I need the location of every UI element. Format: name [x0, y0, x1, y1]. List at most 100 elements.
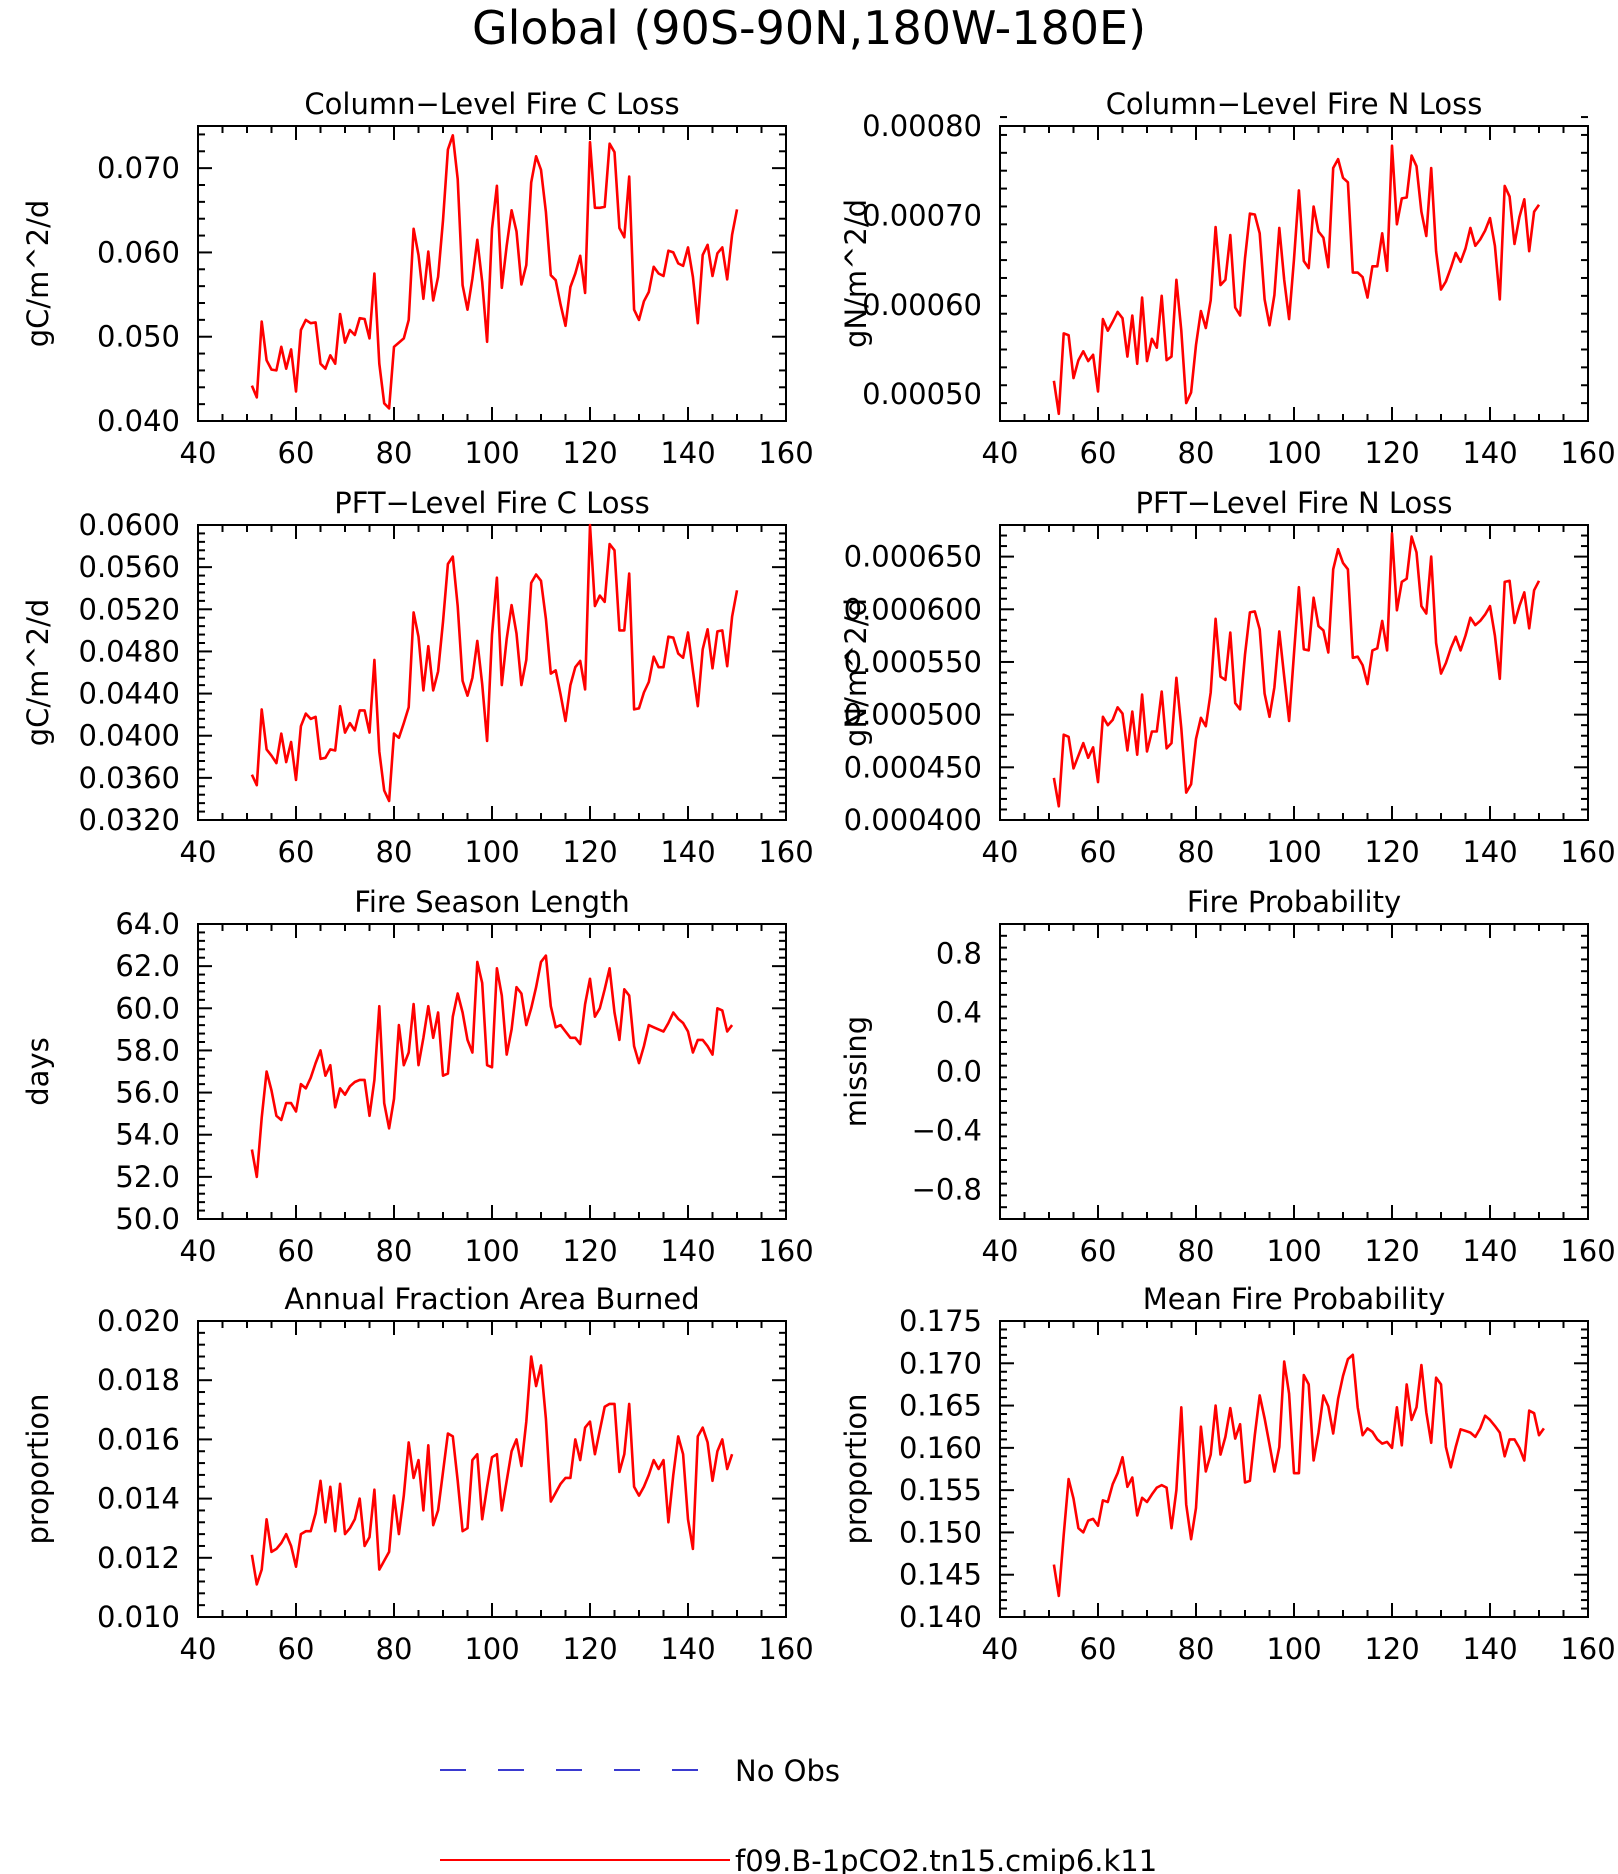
y-tick-label: 0.070	[97, 151, 180, 185]
x-tick-label: 60	[1080, 1234, 1117, 1268]
y-tick-label: −0.8	[912, 1173, 982, 1207]
x-tick-label: 140	[660, 1234, 715, 1268]
chart-panel: 40 60 80 100 120 140 160 0.010 0.012 0.014 0.016 0.…	[21, 1282, 814, 1666]
x-tick-label: 100	[464, 1632, 519, 1666]
y-tick-label: 0.020	[97, 1304, 180, 1338]
x-tick-label: 40	[982, 1234, 1019, 1268]
y-tick-label: 52.0	[115, 1160, 180, 1194]
x-tick-label: 160	[1560, 1234, 1615, 1268]
chart-panel: 40 60 80 100 120 140 160 0.00050 0.00060 0.00070 0…	[839, 87, 1616, 470]
x-tick-label: 80	[376, 835, 413, 869]
x-tick-label: 40	[180, 436, 217, 470]
x-tick-label: 140	[660, 436, 715, 470]
panels: 40 60 80 100 120 140 1600.0400.0500.0600.070Co…	[21, 87, 1616, 1666]
x-tick-label: 140	[660, 835, 715, 869]
x-tick-label: 100	[464, 436, 519, 470]
x-tick-label: 40	[982, 436, 1019, 470]
y-axis-label: proportion	[21, 1393, 55, 1544]
x-tick-label: 100	[1266, 1234, 1321, 1268]
y-tick-label: 0.140	[899, 1600, 982, 1634]
plot-frame	[197, 1320, 787, 1618]
chart-panel: 40 60 80 100 120 140 160 0.040 0.050 0.060 0.070 Co…	[21, 87, 814, 470]
x-tick-label: 140	[1462, 436, 1517, 470]
x-tick-label: 40	[180, 1234, 217, 1268]
chart-panel: 40 60 80 100 120 140 160 −0.8 −0.4 0.0 0.4 0.8 Fire …	[839, 885, 1616, 1268]
y-tick-label: 0.012	[97, 1541, 180, 1575]
x-tick-label: 160	[758, 436, 813, 470]
y-tick-label: 0.165	[899, 1389, 982, 1423]
panel-title: Mean Fire Probability	[1143, 1282, 1446, 1316]
x-tick-label: 140	[1462, 835, 1517, 869]
y-tick-label: 0.170	[899, 1346, 982, 1380]
plot-frame	[197, 524, 787, 821]
x-tick-label: 40	[180, 1632, 217, 1666]
y-tick-label: 0.4	[936, 996, 982, 1030]
plot-frame	[197, 125, 787, 422]
x-tick-label: 160	[758, 835, 813, 869]
x-tick-label: 120	[562, 1234, 617, 1268]
chart-panel: 40 60 80 100 120 140 160 0.140 0.145 0.150 0.155 0.…	[839, 1282, 1616, 1666]
y-tick-label: 0.014	[97, 1482, 180, 1516]
y-axis-label: gN/m^2/d	[839, 199, 873, 348]
y-tick-label: −0.4	[912, 1114, 982, 1148]
y-tick-label: 0.8	[936, 937, 982, 971]
x-tick-label: 120	[562, 835, 617, 869]
panel-title: Column−Level Fire C Loss	[304, 87, 679, 121]
series-line	[250, 1355, 734, 1586]
y-axis-label: gC/m^2/d	[21, 599, 55, 747]
x-tick-label: 160	[758, 1632, 813, 1666]
x-tick-label: 40	[180, 835, 217, 869]
y-tick-label: 0.000550	[844, 645, 982, 679]
x-tick-label: 100	[1266, 835, 1321, 869]
y-axis-label: gN/m^2/d	[839, 598, 873, 747]
y-tick-label: 0.00080	[862, 109, 982, 143]
x-tick-label: 100	[464, 1234, 519, 1268]
y-tick-label: 0.00060	[862, 288, 982, 322]
x-tick-label: 120	[1364, 1234, 1419, 1268]
legend-model-label: f09.B-1pCO2.tn15.cmip6.k11	[735, 1844, 1157, 1874]
y-tick-label: 0.0440	[79, 677, 180, 711]
x-tick-label: 160	[758, 1234, 813, 1268]
y-tick-label: 0.150	[899, 1515, 982, 1549]
x-tick-label: 120	[1364, 835, 1419, 869]
x-tick-label: 80	[376, 436, 413, 470]
x-tick-label: 100	[464, 835, 519, 869]
x-tick-label: 160	[1560, 1632, 1615, 1666]
x-tick-label: 80	[376, 1234, 413, 1268]
x-tick-label: 80	[1178, 1234, 1215, 1268]
y-tick-label: 62.0	[115, 949, 180, 983]
x-tick-label: 60	[1080, 835, 1117, 869]
y-tick-label: 0.0400	[79, 719, 180, 753]
y-tick-label: 0.0520	[79, 592, 180, 626]
y-tick-label: 0.0360	[79, 761, 180, 795]
x-tick-label: 140	[1462, 1234, 1517, 1268]
x-tick-label: 120	[562, 1632, 617, 1666]
panel-title: Column−Level Fire N Loss	[1106, 87, 1483, 121]
x-tick-label: 140	[1462, 1632, 1517, 1666]
y-tick-label: 0.018	[97, 1363, 180, 1397]
y-tick-label: 0.00070	[862, 198, 982, 232]
y-tick-label: 0.0480	[79, 634, 180, 668]
series-line	[1052, 144, 1541, 416]
x-tick-label: 120	[562, 436, 617, 470]
y-tick-label: 56.0	[115, 1076, 180, 1110]
y-tick-label: 0.050	[97, 320, 180, 354]
x-tick-label: 80	[1178, 835, 1215, 869]
y-axis-label: proportion	[839, 1393, 873, 1544]
y-tick-label: 0.0320	[79, 803, 180, 837]
panel-title: PFT−Level Fire C Loss	[334, 486, 650, 520]
panel-title: Annual Fraction Area Burned	[284, 1282, 699, 1316]
series-line	[1052, 532, 1541, 808]
y-axis-label: days	[21, 1037, 55, 1105]
y-tick-label: 0.000500	[844, 698, 982, 732]
figure-title: Global (90S-90N,180W-180E)	[472, 1, 1146, 55]
x-tick-label: 80	[1178, 436, 1215, 470]
x-tick-label: 60	[278, 1234, 315, 1268]
y-tick-label: 0.0560	[79, 550, 180, 584]
y-tick-label: 0.175	[899, 1304, 982, 1338]
x-tick-label: 60	[278, 835, 315, 869]
y-tick-label: 0.040	[97, 404, 180, 438]
y-tick-label: 0.000450	[844, 750, 982, 784]
y-tick-label: 50.0	[115, 1202, 180, 1236]
